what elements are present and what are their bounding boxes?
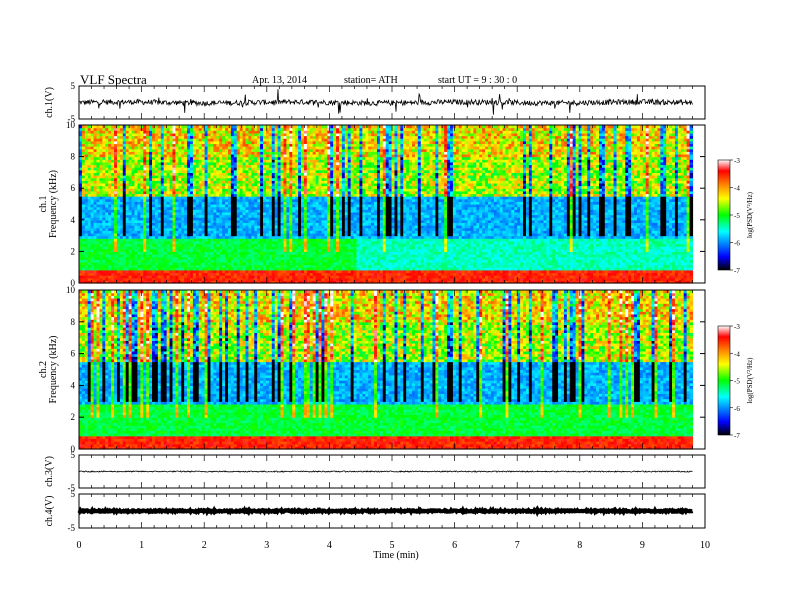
y-axis-label: ch.1(V)	[44, 87, 55, 118]
chart-title: VLF Spectra	[80, 72, 147, 87]
chart-station: station= ATH	[344, 75, 398, 86]
chart-start-time: start UT = 9 : 30 : 0	[438, 75, 517, 86]
panel-ch1-voltage: ch.1(V)5-5	[44, 81, 705, 124]
voltage-trace	[79, 89, 693, 115]
chart-date: Apr. 13, 2014	[252, 75, 307, 86]
y-tick-label: 5	[71, 81, 76, 91]
vlf-spectra-figure: VLF Spectra Apr. 13, 2014 station= ATH s…	[0, 0, 792, 612]
